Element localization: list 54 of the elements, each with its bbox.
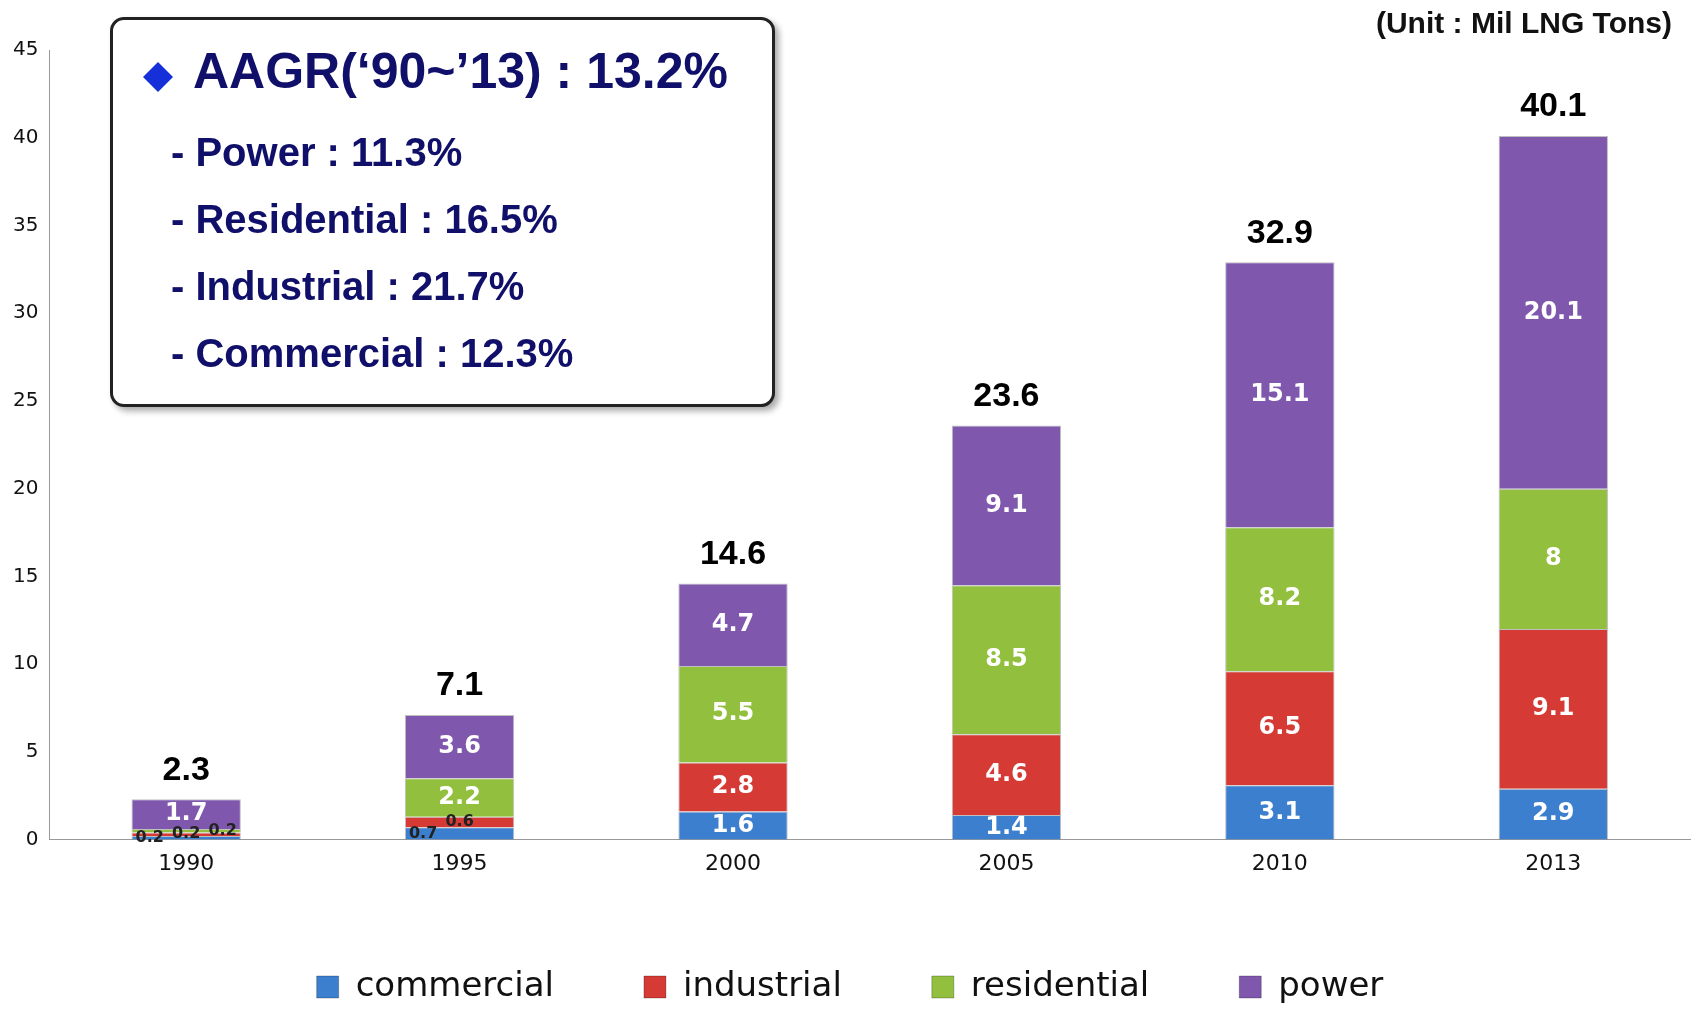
data-label: 3.1 [1258, 796, 1302, 825]
y-tick-label: 35 [13, 211, 39, 236]
y-tick-label: 25 [13, 387, 39, 412]
y-tick-label: 10 [13, 650, 39, 675]
data-label: 2.8 [711, 771, 755, 800]
data-label: 20.1 [1523, 296, 1583, 325]
y-tick-label: 20 [13, 474, 39, 499]
y-tick-label: 5 [25, 738, 39, 763]
annotation: AAGR(‘90~’13) : 13.2% [193, 42, 728, 100]
total-label: 23.6 [973, 374, 1040, 413]
data-label: 0.2 [208, 819, 237, 839]
total-label: 32.9 [1246, 211, 1313, 250]
data-label: 8 [1544, 543, 1562, 572]
legend-label: power [1278, 963, 1384, 1004]
y-tick-label: 15 [13, 562, 39, 587]
data-label: 9.1 [1532, 693, 1575, 722]
data-label: 0.7 [408, 822, 438, 842]
y-tick-label: 45 [13, 36, 39, 61]
text: (Unit : Mil LNG Tons) [1375, 6, 1672, 40]
data-label: 2.2 [438, 781, 481, 810]
y-tick-label: 30 [13, 299, 39, 324]
y-tick-label: 0 [25, 825, 39, 850]
x-tick-label: 2010 [1251, 849, 1308, 875]
data-label: 8.5 [985, 643, 1028, 672]
annotation: - Commercial : 12.3% [171, 331, 574, 376]
x-tick-label: 1995 [431, 849, 488, 875]
data-label: 1.7 [164, 798, 208, 827]
data-label: 8.2 [1258, 583, 1302, 612]
data-label: 1.6 [711, 809, 755, 838]
data-label: 0.2 [135, 827, 164, 846]
data-label: 6.5 [1258, 712, 1302, 741]
data-label: 2.9 [1532, 798, 1575, 827]
x-tick-label: 2005 [978, 849, 1035, 875]
legend-label: residential [970, 963, 1150, 1004]
annotation: - Residential : 16.5% [171, 197, 558, 242]
data-label: 3.6 [438, 730, 481, 759]
data-label: 1.4 [985, 811, 1028, 840]
annotation: - Power : 11.3% [171, 130, 463, 175]
total-label: 2.3 [162, 748, 210, 787]
total-label: 7.1 [435, 664, 484, 703]
annotation: - Industrial : 21.7% [171, 264, 525, 309]
total-label: 40.1 [1520, 85, 1587, 124]
total-label: 14.6 [699, 532, 767, 571]
y-tick-label: 40 [13, 123, 39, 148]
data-label: 4.6 [985, 758, 1028, 787]
x-tick-label: 2000 [705, 849, 762, 875]
data-label: 4.7 [711, 608, 755, 637]
data-label: 15.1 [1250, 379, 1310, 408]
legend-label: commercial [355, 963, 554, 1004]
x-tick-label: 2013 [1525, 849, 1582, 875]
data-label: 5.5 [711, 698, 755, 727]
legend-label: industrial [682, 963, 842, 1004]
x-tick-label: 1990 [158, 849, 215, 875]
data-label: 9.1 [985, 489, 1028, 518]
